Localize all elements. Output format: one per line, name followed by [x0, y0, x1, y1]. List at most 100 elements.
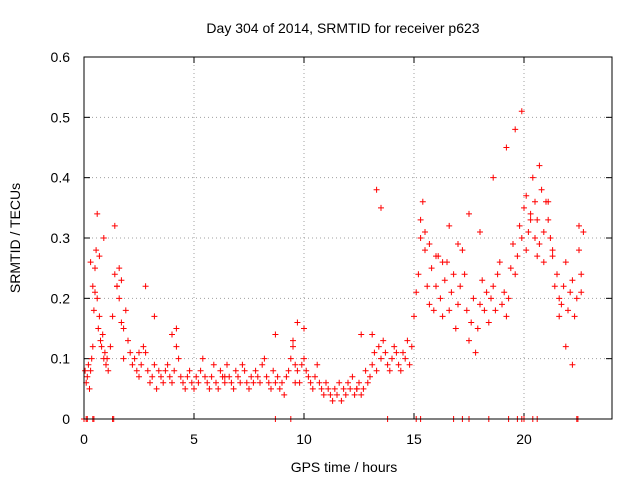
- data-point: [578, 271, 585, 278]
- data-point: [565, 307, 571, 314]
- data-point: [477, 301, 483, 308]
- data-point: [523, 192, 530, 199]
- data-point: [257, 379, 263, 386]
- data-point: [142, 349, 149, 356]
- data-point: [140, 343, 147, 350]
- data-point: [89, 283, 96, 290]
- data-point: [518, 235, 525, 241]
- data-point: [279, 379, 285, 386]
- data-point: [527, 210, 534, 217]
- data-point: [496, 259, 503, 266]
- data-point: [290, 337, 296, 344]
- data-point: [336, 379, 343, 386]
- data-point: [518, 108, 525, 115]
- data-point: [173, 325, 180, 332]
- data-point: [512, 271, 519, 278]
- data-point: [391, 343, 398, 350]
- data-point: [206, 385, 213, 392]
- data-point: [116, 265, 123, 272]
- data-point: [331, 385, 338, 392]
- data-point: [151, 313, 158, 320]
- data-point: [422, 228, 428, 235]
- data-point: [173, 343, 180, 350]
- data-point: [356, 379, 362, 386]
- data-point: [459, 247, 466, 254]
- data-point: [95, 325, 102, 332]
- data-point: [353, 385, 360, 392]
- data-point: [109, 313, 116, 320]
- data-point: [160, 379, 167, 386]
- data-point: [323, 379, 329, 386]
- data-point: [395, 361, 402, 368]
- data-point: [221, 373, 228, 380]
- data-point: [514, 253, 521, 260]
- data-point: [347, 385, 354, 392]
- data-point: [97, 337, 104, 344]
- data-point: [136, 373, 142, 380]
- y-tick-label: 0.5: [51, 109, 71, 125]
- y-tick-label: 0.2: [51, 290, 71, 306]
- data-point: [287, 355, 294, 362]
- data-point: [254, 373, 261, 380]
- plot-frame: [83, 56, 613, 420]
- data-point: [239, 361, 246, 368]
- data-point: [371, 349, 378, 356]
- data-point: [235, 373, 241, 380]
- data-point: [103, 361, 109, 368]
- data-point: [452, 325, 459, 332]
- data-point: [560, 283, 567, 290]
- data-point: [523, 247, 530, 254]
- data-point: [334, 391, 340, 398]
- data-point: [221, 379, 228, 386]
- data-point: [446, 307, 453, 314]
- data-point: [241, 367, 248, 374]
- data-point: [199, 355, 206, 362]
- data-point: [375, 343, 382, 350]
- data-point: [127, 349, 134, 356]
- data-point: [402, 355, 409, 362]
- data-point: [125, 337, 131, 344]
- data-point: [463, 307, 470, 314]
- data-point: [455, 241, 461, 248]
- data-point: [96, 253, 103, 260]
- data-point: [268, 385, 274, 392]
- data-point: [270, 367, 277, 374]
- data-point: [158, 373, 164, 380]
- data-point: [155, 367, 162, 374]
- data-point: [549, 247, 556, 254]
- data-point: [92, 265, 98, 272]
- data-point: [114, 283, 120, 290]
- data-point: [580, 228, 587, 235]
- data-point: [351, 391, 358, 398]
- data-point: [204, 379, 211, 386]
- data-point: [345, 379, 351, 386]
- data-point: [294, 367, 301, 374]
- data-point: [162, 367, 169, 374]
- data-point: [479, 277, 486, 284]
- data-point: [422, 247, 428, 254]
- data-point: [90, 307, 97, 314]
- data-point: [501, 289, 508, 296]
- data-point: [122, 307, 129, 314]
- data-point: [327, 391, 334, 398]
- data-point: [571, 313, 578, 320]
- data-point: [309, 385, 316, 392]
- data-point: [131, 355, 138, 362]
- data-point: [382, 349, 389, 356]
- data-point: [415, 271, 422, 278]
- data-point: [292, 361, 299, 368]
- data-point: [94, 295, 101, 302]
- data-point: [307, 379, 314, 386]
- data-point: [107, 343, 114, 350]
- data-point: [540, 228, 547, 235]
- data-point: [202, 373, 208, 380]
- data-point: [111, 222, 118, 229]
- data-point: [424, 283, 431, 290]
- data-point: [470, 295, 477, 302]
- data-point: [490, 174, 497, 181]
- data-point: [153, 385, 160, 392]
- data-point: [389, 355, 395, 362]
- data-point: [98, 343, 105, 350]
- data-point: [166, 373, 173, 380]
